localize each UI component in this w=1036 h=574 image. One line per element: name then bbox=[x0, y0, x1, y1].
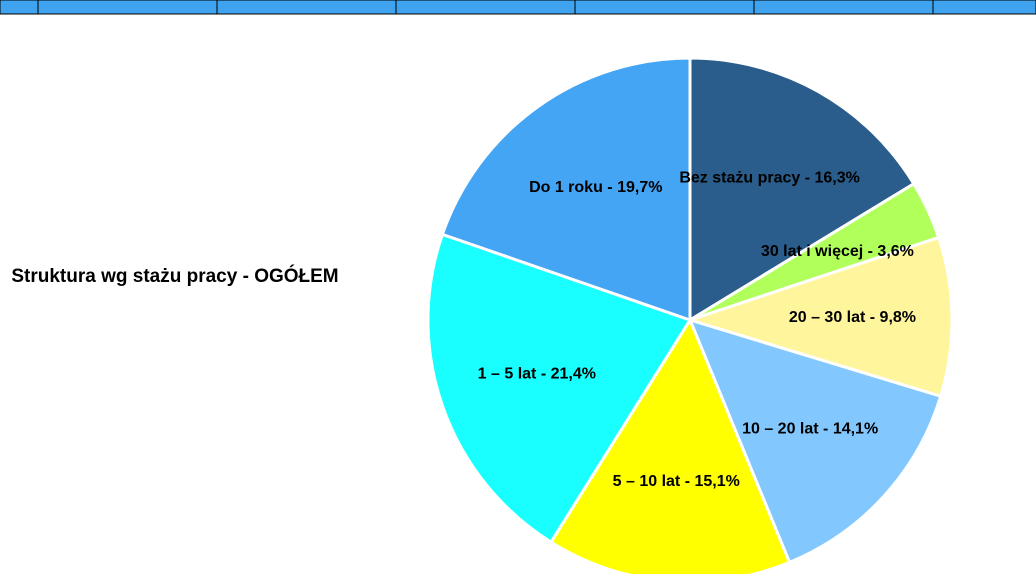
pie-slice bbox=[687, 317, 943, 565]
table-strip bbox=[0, 0, 1036, 15]
slice-label: Do 1 roku - 19,7% bbox=[529, 179, 662, 196]
slice-label: 1 – 5 lat - 21,4% bbox=[478, 365, 596, 382]
pie-slice bbox=[688, 56, 916, 323]
pie-slice bbox=[548, 316, 792, 574]
slice-label: 10 – 20 lat - 14,1% bbox=[742, 421, 878, 438]
pie-slice bbox=[685, 235, 954, 399]
pie-slice bbox=[440, 56, 692, 323]
chart-title: Struktura wg stażu pracy - OGÓŁEM bbox=[11, 266, 339, 287]
slice-label: Bez stażu pracy - 16,3% bbox=[679, 170, 860, 187]
slice-label: 30 lat i więcej - 3,6% bbox=[761, 243, 914, 260]
slice-label: 20 – 30 lat - 9,8% bbox=[789, 309, 916, 326]
pie-slice bbox=[426, 232, 693, 545]
slice-label: 5 – 10 lat - 15,1% bbox=[613, 473, 740, 490]
